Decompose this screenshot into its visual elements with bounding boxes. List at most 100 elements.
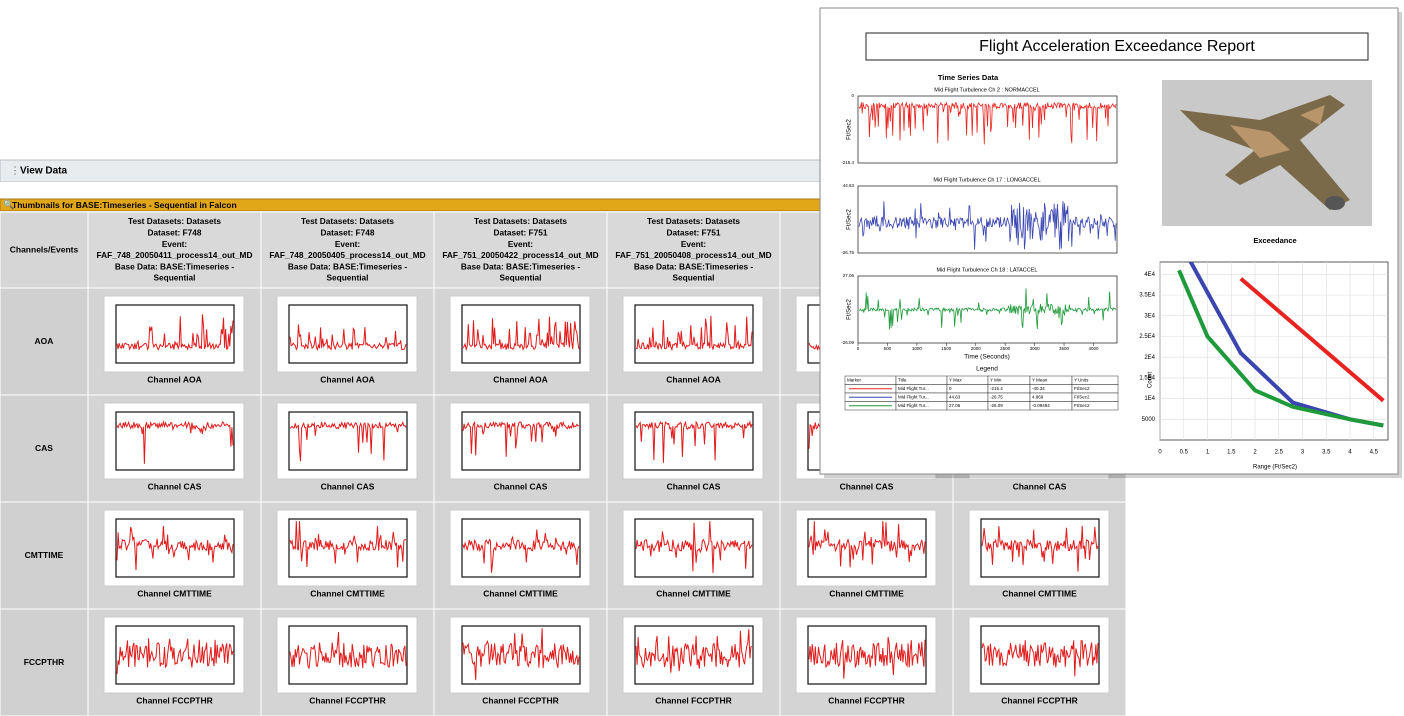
column-header-line: Sequential [154, 273, 196, 283]
column-header-line: Sequential [500, 273, 542, 283]
thumbnail-cell[interactable]: Channel FCCPTHR [261, 609, 434, 716]
thumbnail-cell[interactable]: Channel CAS [261, 395, 434, 502]
y-tick-label: 3.5E4 [1139, 293, 1155, 299]
legend-value: Mid Flight Tur... [898, 386, 929, 391]
legend-value: Mid Flight Tur... [898, 394, 929, 399]
thumbnail-cell[interactable]: Channel CMTTIME [88, 502, 261, 609]
thumbnail-plot [289, 519, 407, 577]
thumbnail-cell[interactable]: Channel AOA [607, 288, 780, 395]
legend-header: Y Units [1074, 377, 1089, 382]
thumbnail-cell[interactable]: Channel CMTTIME [261, 502, 434, 609]
chart-subtitle: Mid Flight Turbulence Ch 2 : NORMACCEL [934, 87, 1039, 93]
y-axis-label: Count [1148, 372, 1154, 388]
thumbnail-cell[interactable]: Channel FCCPTHR [88, 609, 261, 716]
thumbnail-caption: Channel FCCPTHR [482, 695, 559, 705]
legend-header: Y Mean [1032, 377, 1048, 382]
legend-value: Ft/Sec2 [1074, 403, 1090, 408]
y-min-label: -215.4 [841, 160, 854, 165]
thumbnail-cell[interactable]: Channel FCCPTHR [780, 609, 953, 716]
x-tick-label: 3.5 [1322, 450, 1331, 456]
legend-value: -40.34 [1032, 386, 1045, 391]
thumbnail-caption: Channel CMTTIME [656, 588, 731, 598]
thumbnail-cell[interactable]: Channel FCCPTHR [434, 609, 607, 716]
thumbnail-caption: Channel CAS [667, 481, 721, 491]
legend-title: Legend [976, 366, 998, 373]
legend-value: 4.869 [1032, 394, 1044, 399]
chart-subtitle: Mid Flight Turbulence Ch 17 : LONGACCEL [933, 177, 1040, 183]
column-header-line: Sequential [673, 273, 715, 283]
thumbnail-caption: Channel CAS [148, 481, 202, 491]
screen: ⋮View Data🔍Thumbnails for BASE:Timeserie… [0, 0, 1404, 716]
thumbnail-plot [289, 305, 407, 363]
thumbnail-caption: Channel AOA [147, 374, 201, 384]
thumbnail-cell[interactable]: Channel FCCPTHR [607, 609, 780, 716]
thumbnail-plot [116, 412, 234, 470]
thumbnail-caption: Channel CAS [494, 481, 548, 491]
corner-header: Channels/Events [10, 244, 79, 254]
thumbnail-caption: Channel CMTTIME [1002, 588, 1077, 598]
x-tick-label: 0.5 [1180, 450, 1189, 456]
thumbnail-caption: Channel FCCPTHR [1001, 695, 1078, 705]
x-axis-label: Time (Seconds) [964, 354, 1010, 361]
column-header-line: FAF_748_20050405_process14_out_MD [269, 250, 425, 260]
thumbnail-caption: Channel AOA [666, 374, 720, 384]
thumbnail-caption: Channel CAS [321, 481, 375, 491]
thumbnail-cell[interactable]: Channel AOA [88, 288, 261, 395]
thumbnail-caption: Channel CAS [1013, 481, 1067, 491]
thumbnail-cell[interactable]: Channel CAS [607, 395, 780, 502]
y-tick-label: 5000 [1142, 417, 1156, 423]
y-tick-label: 3E4 [1144, 313, 1155, 319]
x-tick-label: 2.5 [1275, 450, 1284, 456]
report-title: Flight Acceleration Exceedance Report [979, 38, 1255, 55]
column-header-line: Test Datasets: Datasets [301, 216, 394, 226]
panel-title: Thumbnails for BASE:Timeseries - Sequent… [12, 200, 237, 210]
legend-value: Ft/Sec2 [1074, 386, 1090, 391]
thumbnail-cell[interactable]: Channel FCCPTHR [953, 609, 1126, 716]
legend-value: -0.09494 [1032, 403, 1050, 408]
thumbnail-cell[interactable]: Channel CMTTIME [434, 502, 607, 609]
legend-value: -26.09 [990, 403, 1003, 408]
thumbnail-plot [462, 305, 580, 363]
x-tick-label: 4000 [1088, 346, 1099, 351]
x-tick-label: 500 [884, 346, 892, 351]
column-header-line: Event: [508, 239, 533, 249]
thumbnail-caption: Channel FCCPTHR [828, 695, 905, 705]
thumbnail-plot [981, 626, 1099, 684]
column-header-line: Test Datasets: Datasets [128, 216, 221, 226]
thumbnail-caption: Channel CMTTIME [483, 588, 558, 598]
thumbnail-plot [116, 519, 234, 577]
x-tick-label: 4.5 [1370, 450, 1379, 456]
column-header-line: Base Data: BASE:Timeseries - [288, 261, 408, 271]
thumbnail-cell[interactable]: Channel CMTTIME [607, 502, 780, 609]
column-header-line: Event: [681, 239, 706, 249]
column-header-line: Dataset: F751 [494, 227, 548, 237]
x-tick-label: 1.5 [1227, 450, 1236, 456]
thumbnail-caption: Channel FCCPTHR [309, 695, 386, 705]
column-header-line: FAF_748_20050411_process14_out_MD [97, 250, 253, 260]
thumbnail-cell[interactable]: Channel CAS [88, 395, 261, 502]
thumbnail-cell[interactable]: Channel CMTTIME [780, 502, 953, 609]
legend-header: Marker [847, 377, 862, 382]
legend-value: 27.06 [949, 403, 961, 408]
row-label: AOA [35, 336, 54, 346]
thumbnail-cell[interactable]: Channel CMTTIME [953, 502, 1126, 609]
y-max-label: 44.63 [843, 183, 855, 188]
thumbnail-cell[interactable]: Channel AOA [434, 288, 607, 395]
y-tick-label: 1E4 [1144, 396, 1155, 402]
thumbnail-caption: Channel CMTTIME [310, 588, 385, 598]
thumbnail-caption: Channel CMTTIME [829, 588, 904, 598]
legend-header: Y Max [949, 377, 962, 382]
column-header-line: Sequential [327, 273, 369, 283]
thumbnail-plot [462, 412, 580, 470]
column-header-line: Dataset: F748 [321, 227, 375, 237]
y-tick-label: 4E4 [1144, 272, 1155, 278]
legend-value: 44.63 [949, 394, 961, 399]
window-title: View Data [20, 166, 67, 177]
plot-area [1160, 262, 1388, 440]
thumbnail-cell[interactable]: Channel CAS [434, 395, 607, 502]
thumbnail-cell[interactable]: Channel AOA [261, 288, 434, 395]
column-header-line: Dataset: F751 [667, 227, 721, 237]
thumbnail-caption: Channel CMTTIME [137, 588, 212, 598]
legend-value: Ft/Sec2 [1074, 394, 1090, 399]
column-header-line: FAF_751_20050422_process14_out_MD [442, 250, 598, 260]
